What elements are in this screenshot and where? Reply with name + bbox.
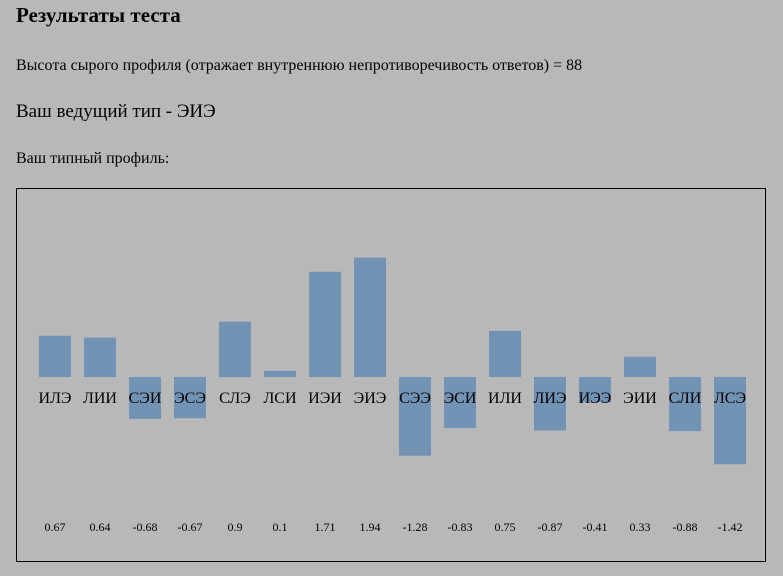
bar-9 [444,377,476,428]
raw-profile-height-text: Высота сырого профиля (отражает внутренн… [16,57,583,74]
bar-1 [84,337,116,377]
category-label: ИЭИ [308,390,342,407]
category-label: ЭИЭ [354,390,387,407]
category-label: ИЛИ [488,390,522,407]
value-label: 0.33 [630,520,651,534]
category-label: СЭИ [129,390,162,407]
profile-label: Ваш типный профиль: [16,150,170,167]
value-label: 0.1 [273,520,288,534]
value-label: -0.67 [178,520,203,534]
bar-4 [219,321,251,378]
bar-5 [264,370,296,377]
category-label: СЛИ [669,390,702,407]
category-label: ЛИЭ [534,390,567,407]
category-label: СЭЭ [399,390,431,407]
bar-2 [129,377,161,419]
bar-11 [534,377,566,431]
value-label: 1.71 [315,520,336,534]
type-profile-chart-svg: ИЛЭ 0.67 ЛИИ 0.64 СЭИ -0.68 ЭСЭ -0.67 СЛЭ 0.9 ЛСИ 0… [39,257,746,534]
bar-10 [489,330,521,377]
value-label: -0.87 [538,520,563,534]
bar-12 [579,377,611,403]
value-label: -0.83 [448,520,473,534]
value-label: -0.88 [673,520,698,534]
bar-7 [354,257,386,377]
category-label: ИЭЭ [579,390,612,407]
value-label: -1.28 [403,520,428,534]
value-label: 0.75 [495,520,516,534]
category-label: ЛСЭ [714,390,746,407]
category-label: ИЛЭ [39,390,72,407]
value-label: -1.42 [718,520,743,534]
category-label: ЭИИ [623,390,657,407]
leading-type-text: Ваш ведущий тип - ЭИЭ [16,101,216,122]
bar-8 [399,377,431,456]
value-label: 1.94 [360,520,381,534]
category-label: СЛЭ [219,390,251,407]
value-label: -0.41 [583,520,608,534]
bar-13 [624,356,656,377]
type-profile-chart: ИЛЭ 0.67 ЛИИ 0.64 СЭИ -0.68 ЭСЭ -0.67 СЛЭ 0.9 ЛСИ 0… [16,188,766,562]
category-label: ЭСИ [444,390,477,407]
value-label: 0.9 [228,520,243,534]
value-label: 0.67 [45,520,66,534]
value-label: 0.64 [90,520,111,534]
bar-6 [309,271,341,377]
category-label: ЭСЭ [174,390,206,407]
page-title: Результаты теста [16,3,181,27]
bar-15 [714,377,746,465]
bar-3 [174,377,206,419]
category-label: ЛИИ [83,390,117,407]
bar-0 [39,335,71,377]
category-label: ЛСИ [263,390,297,407]
value-label: -0.68 [133,520,158,534]
bar-14 [669,377,701,432]
